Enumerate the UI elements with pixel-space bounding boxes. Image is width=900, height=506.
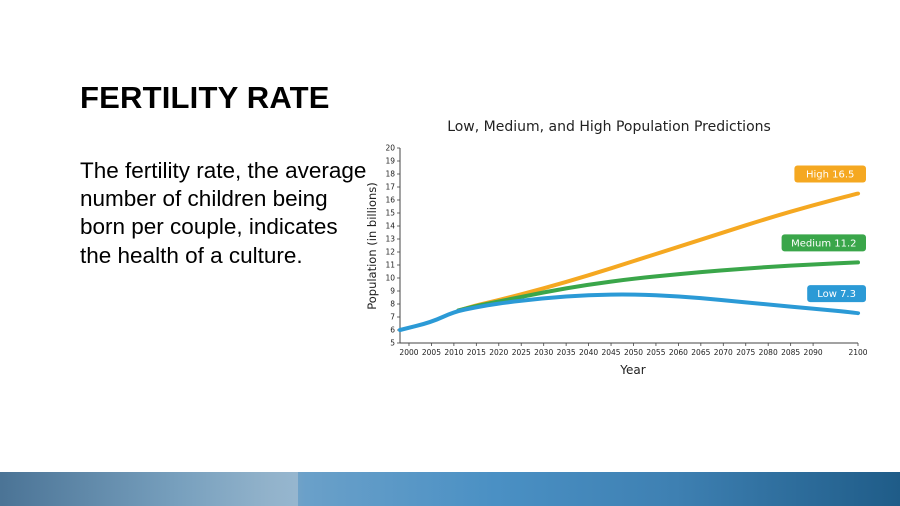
x-tick-label: 2025 (512, 348, 531, 357)
x-tick-label: 2045 (601, 348, 620, 357)
y-axis-ticks: 5 6 7 8 9 10 11 12 13 14 15 16 17 18 19 20 (385, 144, 400, 348)
x-tick-label: 2080 (759, 348, 778, 357)
y-tick-label: 7 (390, 313, 395, 322)
x-tick-label: 2040 (579, 348, 598, 357)
x-tick-label: 2090 (804, 348, 823, 357)
y-axis-label: Population (in billions) (365, 182, 379, 310)
y-tick-label: 11 (385, 261, 395, 270)
series-lines (398, 191, 860, 332)
series-line-medium (456, 260, 860, 313)
x-tick-label: 2060 (669, 348, 688, 357)
y-tick-label: 13 (385, 235, 395, 244)
series-label-text: Low 7.3 (817, 289, 856, 300)
x-axis-ticks: 2000 2005 2010 2015 2020 2025 2030 2035 2040 2045… (399, 343, 868, 357)
x-tick-label: 2010 (444, 348, 463, 357)
x-tick-label: 2070 (714, 348, 733, 357)
series-labels: High 16.5 Medium 11.2 Low 7.3 (781, 165, 866, 303)
x-tick-label: 2015 (467, 348, 486, 357)
x-tick-label: 2005 (422, 348, 441, 357)
series-line-high (456, 191, 860, 313)
y-tick-label: 15 (385, 209, 395, 218)
x-tick-label: 2020 (489, 348, 508, 357)
series-label-medium: Medium 11.2 (781, 234, 866, 252)
x-tick-label: 2050 (624, 348, 643, 357)
chart-title: Low, Medium, and High Population Predict… (447, 119, 771, 135)
x-tick-label: 2100 (848, 348, 867, 357)
x-tick-label: 2065 (691, 348, 710, 357)
slide-body-text: The fertility rate, the average number o… (80, 158, 367, 268)
y-tick-label: 9 (390, 287, 395, 296)
series-line-low (398, 292, 860, 332)
y-tick-label: 18 (385, 170, 395, 179)
x-tick-label: 2035 (557, 348, 576, 357)
y-tick-label: 17 (385, 183, 395, 192)
y-tick-label: 16 (385, 196, 395, 205)
x-tick-label: 2030 (534, 348, 553, 357)
series-label-badge (807, 285, 866, 303)
y-tick-label: 8 (390, 300, 395, 309)
series-label-text: Medium 11.2 (791, 238, 856, 249)
series-label-high: High 16.5 (794, 165, 866, 183)
y-tick-label: 20 (385, 144, 395, 153)
x-axis-label: Year (619, 363, 645, 377)
y-tick-label: 10 (385, 274, 395, 283)
series-label-low: Low 7.3 (807, 285, 866, 303)
series-label-badge (794, 165, 866, 183)
x-tick-label: 2000 (399, 348, 418, 357)
y-tick-label: 14 (385, 222, 395, 231)
x-tick-label: 2085 (781, 348, 800, 357)
x-tick-label: 2055 (646, 348, 665, 357)
footer-band-accent (0, 472, 298, 506)
y-tick-label: 5 (390, 339, 395, 348)
y-tick-label: 6 (390, 326, 395, 335)
series-label-text: High 16.5 (806, 170, 854, 181)
series-label-badge (781, 234, 866, 252)
slide-title: FERTILITY RATE (80, 80, 330, 115)
y-tick-label: 19 (385, 157, 395, 166)
x-tick-label: 2075 (736, 348, 755, 357)
y-tick-label: 12 (385, 248, 395, 257)
